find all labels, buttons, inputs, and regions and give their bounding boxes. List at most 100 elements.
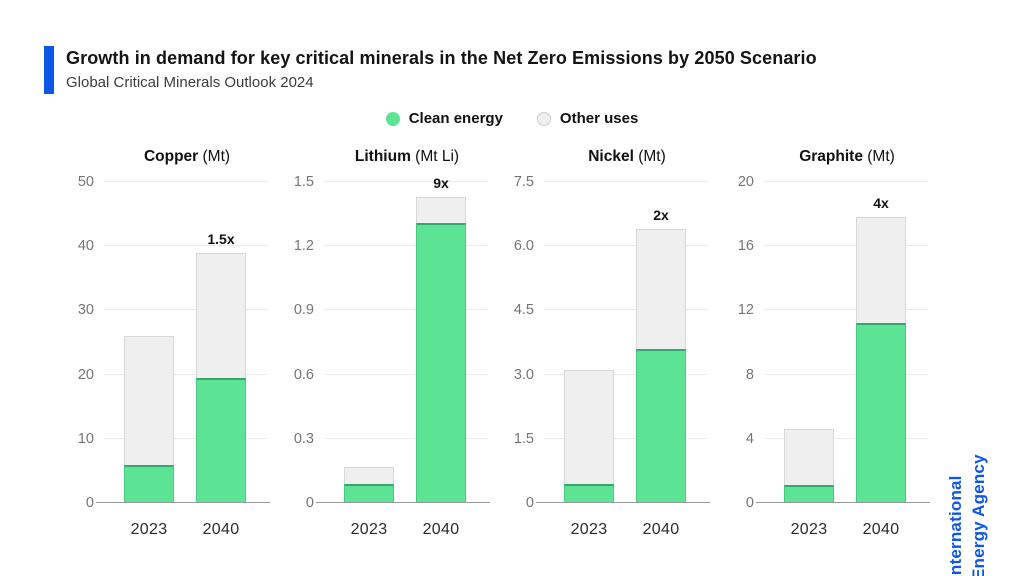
y-tick-label: 10	[77, 430, 94, 447]
y-tick-label: 4.5	[513, 302, 534, 319]
growth-multiplier-label: 4x	[873, 195, 889, 212]
gridline	[104, 309, 268, 311]
y-tick-label: 0.6	[293, 366, 314, 383]
y-tick-label: 1.5	[513, 430, 534, 447]
bar-2023	[344, 466, 394, 503]
x-category-label: 2040	[202, 521, 240, 538]
bar-2023	[124, 336, 174, 503]
chart-title-name: Copper	[143, 148, 199, 165]
growth-multiplier-label: 1.5x	[207, 230, 235, 247]
chart-graphite: Graphite (Mt) 0 4 8 12 16 20 2023 2040 4x	[716, 142, 930, 538]
gridline	[764, 245, 928, 247]
gridline	[764, 373, 928, 375]
bar-2023	[564, 370, 614, 503]
y-tick-label: 8	[745, 366, 754, 383]
other-uses-segment	[564, 370, 614, 484]
chart-title-name: Graphite	[799, 148, 863, 165]
chart-title: Copper (Mt)	[56, 142, 270, 182]
y-tick-label: 0	[745, 495, 754, 511]
y-tick-label: 20	[77, 366, 94, 383]
y-tick-label: 20	[737, 174, 754, 190]
plot-area: 2023 2040 1.5x	[96, 181, 270, 538]
y-axis: 0 1.5 3.0 4.5 6.0 7.5	[496, 174, 544, 511]
gridline	[324, 181, 488, 182]
iea-logo-line1: International	[946, 475, 965, 576]
other-uses-segment	[196, 252, 246, 378]
chart-title: Graphite (Mt)	[716, 142, 930, 182]
clean-energy-segment	[636, 348, 686, 503]
x-axis-line	[316, 502, 490, 503]
bar-2040	[196, 252, 246, 503]
x-axis-line	[96, 502, 270, 503]
gridline	[324, 373, 488, 375]
chart-title-name: Nickel	[588, 148, 634, 165]
x-category-label: 2040	[422, 521, 460, 538]
legend-item-other-uses: Other uses	[536, 110, 639, 127]
x-axis-line	[536, 502, 710, 503]
page-title: Growth in demand for key critical minera…	[66, 48, 817, 68]
y-tick-label: 50	[77, 174, 94, 190]
gridline	[544, 437, 708, 439]
y-tick-label: 40	[77, 238, 94, 255]
gridline	[324, 245, 488, 247]
other-uses-segment	[344, 466, 394, 484]
legend: Clean energy Other uses	[0, 110, 1024, 127]
other-uses-segment	[416, 197, 466, 223]
charts-row: Copper (Mt) 0 10 20 30 40 50 2023 2040 1.5x Lit…	[56, 142, 930, 538]
chart-copper: Copper (Mt) 0 10 20 30 40 50 2023 2040 1.5x	[56, 142, 270, 538]
bar-2040	[856, 217, 906, 503]
plot-area: 2023 2040 9x	[316, 175, 490, 538]
x-category-label: 2023	[790, 521, 828, 538]
legend-label: Other uses	[559, 110, 639, 127]
legend-item-clean-energy: Clean energy	[385, 110, 503, 127]
chart-title-name: Lithium	[354, 148, 411, 165]
x-category-label: 2040	[862, 521, 900, 538]
y-tick-label: 7.5	[513, 174, 534, 190]
chart-title-unit: (Mt)	[202, 148, 231, 165]
clean-energy-segment	[784, 484, 834, 503]
chart-title: Lithium (Mt Li)	[276, 142, 490, 182]
chart-title-unit: (Mt)	[638, 148, 666, 165]
plot-area: 2023 2040 2x	[536, 181, 710, 538]
clean-energy-segment	[564, 483, 614, 503]
clean-energy-segment	[416, 222, 466, 503]
title-accent-bar	[44, 46, 54, 94]
gridline	[544, 309, 708, 311]
bar-2040	[416, 197, 466, 503]
bar-2023	[784, 429, 834, 503]
gridline	[104, 437, 268, 439]
x-category-label: 2040	[642, 521, 680, 538]
clean-energy-segment	[196, 377, 246, 503]
clean-energy-segment	[124, 464, 174, 503]
clean-energy-segment	[344, 483, 394, 503]
y-tick-label: 0	[305, 495, 314, 511]
chart-title-unit: (Mt)	[867, 148, 895, 165]
chart-title: Nickel (Mt)	[496, 142, 710, 182]
clean-energy-dot-icon	[385, 111, 400, 126]
other-uses-segment	[124, 336, 174, 465]
gridline	[764, 437, 928, 439]
y-axis: 0 4 8 12 16 20	[716, 174, 764, 511]
other-uses-segment	[856, 217, 906, 324]
chart-title-unit: (Mt Li)	[415, 148, 460, 165]
other-uses-dot-icon	[536, 111, 551, 126]
other-uses-segment	[784, 429, 834, 485]
y-tick-label: 0	[525, 495, 534, 511]
legend-label: Clean energy	[408, 110, 503, 127]
x-category-label: 2023	[570, 521, 608, 538]
chart-lithium: Lithium (Mt Li) 0 0.3 0.6 0.9 1.2 1.5 2023 204…	[276, 142, 490, 538]
growth-multiplier-label: 9x	[433, 175, 449, 191]
y-axis: 0 10 20 30 40 50	[56, 174, 104, 511]
y-tick-label: 6.0	[513, 238, 534, 255]
gridline	[544, 181, 708, 182]
chart-nickel: Nickel (Mt) 0 1.5 3.0 4.5 6.0 7.5 2023 2040 2x	[496, 142, 710, 538]
x-category-label: 2023	[350, 521, 388, 538]
y-tick-label: 3.0	[513, 366, 534, 383]
x-axis-line	[756, 502, 930, 503]
page-subtitle: Global Critical Minerals Outlook 2024	[66, 74, 314, 91]
plot-area: 2023 2040 4x	[756, 181, 930, 538]
gridline	[544, 245, 708, 247]
iea-logo-text: International Energy Agency	[944, 380, 992, 576]
y-tick-label: 0.9	[293, 302, 314, 319]
